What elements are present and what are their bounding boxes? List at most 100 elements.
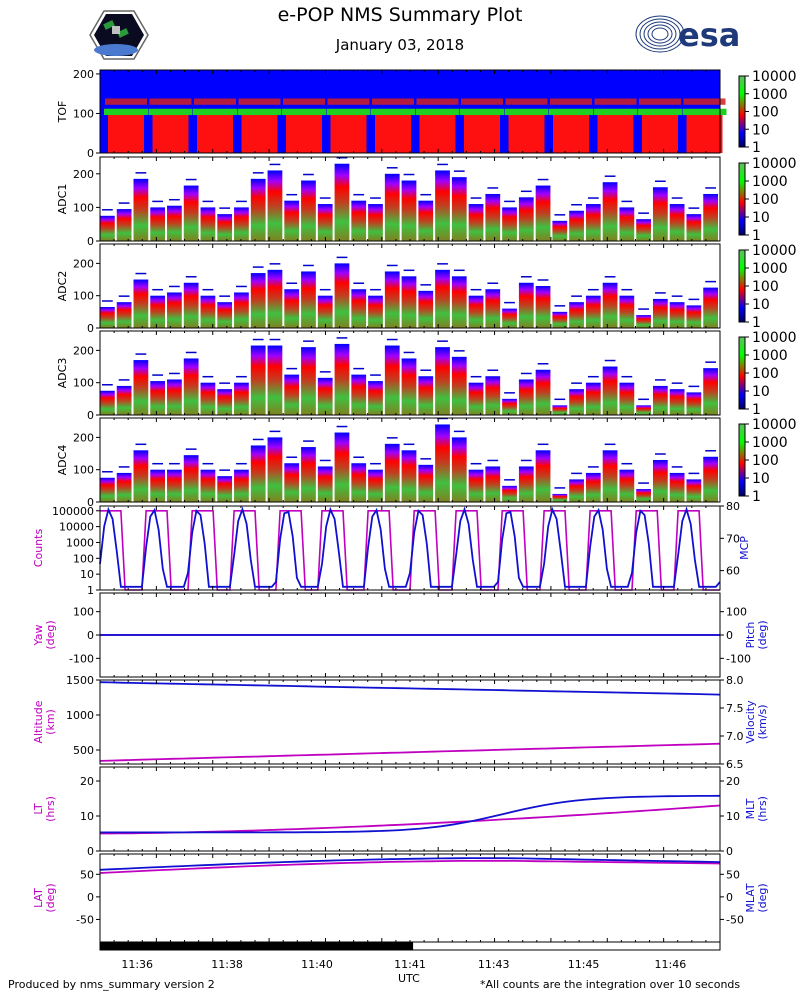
adc2-block <box>100 307 115 328</box>
lat-mlat-ytick-right-label: -50 <box>726 913 744 926</box>
adc2-block <box>384 271 400 328</box>
tof-block <box>197 111 233 153</box>
adc3-block <box>669 389 685 415</box>
adc4-block <box>100 477 115 502</box>
lat-mlat-ytick-right-label: 0 <box>726 891 733 904</box>
altitude-velocity-ylabel-left: Altitude <box>32 700 45 743</box>
lat-mlat-lat-line <box>99 859 721 874</box>
lt-mlt-ytick-label: 10 <box>80 810 94 823</box>
adc4-block <box>351 463 367 502</box>
adc2-block <box>351 289 367 328</box>
adc1-block <box>100 215 115 241</box>
adc3-block <box>183 358 199 415</box>
adc4-block <box>686 479 702 502</box>
tof-upper-band <box>238 98 281 105</box>
adc2-block <box>167 292 182 328</box>
page-title: e-POP NMS Summary Plot <box>277 4 523 26</box>
tof-block <box>508 111 545 153</box>
adc4-block <box>435 424 450 502</box>
adc2-block <box>552 311 568 328</box>
tof-band <box>148 108 193 116</box>
adc4-block <box>317 466 333 502</box>
adc4-block <box>569 479 584 502</box>
adc4-block <box>418 464 434 502</box>
x-tick-label: 11:41 <box>394 958 426 971</box>
adc2-block <box>150 295 166 328</box>
tof-upper-band <box>149 98 192 105</box>
adc2-colorbar-label: 100 <box>752 279 779 295</box>
adc1-block <box>703 193 718 241</box>
tof-block <box>686 111 723 153</box>
adc2-block <box>636 315 651 328</box>
adc2-block <box>669 302 685 328</box>
adc2-block <box>133 279 149 328</box>
adc2-block <box>217 302 233 328</box>
tof-upper-band <box>327 98 370 105</box>
tof-block <box>330 111 367 153</box>
counts-ytick-label: 100000 <box>52 505 94 518</box>
mcp-ylabel: MCP <box>738 536 751 560</box>
lat-mlat-ylabel-right: MLAT <box>744 883 757 913</box>
adc1-block <box>267 170 283 241</box>
adc1-block <box>585 204 601 241</box>
x-tick-label: 11:45 <box>568 958 600 971</box>
adc2-block <box>200 295 216 328</box>
adc4-ytick-label: 200 <box>73 431 94 444</box>
adc1-block <box>284 200 300 241</box>
tof-upper-band <box>505 98 548 105</box>
adc4-block <box>200 469 216 502</box>
x-tick-label: 11:43 <box>478 958 510 971</box>
adc1-block <box>569 210 584 241</box>
adc4-block <box>451 437 467 502</box>
yaw-pitch-ytick-right-label: 100 <box>726 606 747 619</box>
adc1-colorbar-label: 1000 <box>752 174 788 190</box>
adc1-block <box>451 177 467 241</box>
adc4-colorbar-label: 100 <box>752 453 779 469</box>
adc3-block <box>535 369 551 415</box>
tof-colorbar-label: 1000 <box>752 87 788 103</box>
altitude-velocity-ylabel-right: (km/s) <box>756 704 769 739</box>
adc2-block <box>468 295 484 328</box>
tof-upper-band <box>194 98 236 105</box>
adc2-block <box>569 302 584 328</box>
yaw-pitch-ylabel-left: Yaw <box>32 625 45 647</box>
tof-ytick-label: 200 <box>73 68 94 81</box>
tof-block <box>464 111 500 153</box>
x-tick-label: 11:46 <box>655 958 687 971</box>
adc3-ytick-label: 200 <box>73 344 94 357</box>
altitude-velocity-ytick-right-label: 7.5 <box>726 702 744 715</box>
adc2-block <box>284 289 300 328</box>
adc4-block <box>334 432 350 502</box>
adc3-colorbar <box>738 336 746 410</box>
lat-mlat-ylabel-left: (deg) <box>44 883 57 912</box>
counts-ytick-label: 1 <box>87 584 94 597</box>
tof-block <box>419 111 456 153</box>
tof-upper-band <box>416 98 459 105</box>
adc1-block <box>552 220 568 241</box>
adc4-block <box>468 469 484 502</box>
altitude-velocity-ylabel-right: Velocity <box>744 700 757 744</box>
adc2-block <box>686 305 702 328</box>
adc3-block <box>552 405 568 415</box>
tof-band <box>415 108 460 116</box>
adc4-colorbar-label: 10000 <box>752 417 797 433</box>
adc1-block <box>602 182 618 241</box>
adc2-block <box>267 269 283 328</box>
yaw-pitch-ytick-right-label: 0 <box>726 629 733 642</box>
x-tick-label: 11:36 <box>121 958 153 971</box>
adc3-ylabel: ADC3 <box>56 358 69 389</box>
adc4-block <box>518 466 534 502</box>
lat-mlat-mlat-line <box>99 857 721 871</box>
tof-block <box>108 111 144 153</box>
adc1-block <box>535 185 551 241</box>
tof-band <box>504 108 549 116</box>
adc1-block <box>234 207 249 241</box>
adc4-block <box>167 469 182 502</box>
adc2-ytick-label: 0 <box>87 322 94 335</box>
adc1-block <box>669 204 685 241</box>
x-axis-label: UTC <box>398 972 420 985</box>
counts-ytick-label: 100 <box>73 552 94 565</box>
tof-block <box>241 111 278 153</box>
adc1-block <box>116 209 132 241</box>
tof-upper-band <box>105 98 147 105</box>
